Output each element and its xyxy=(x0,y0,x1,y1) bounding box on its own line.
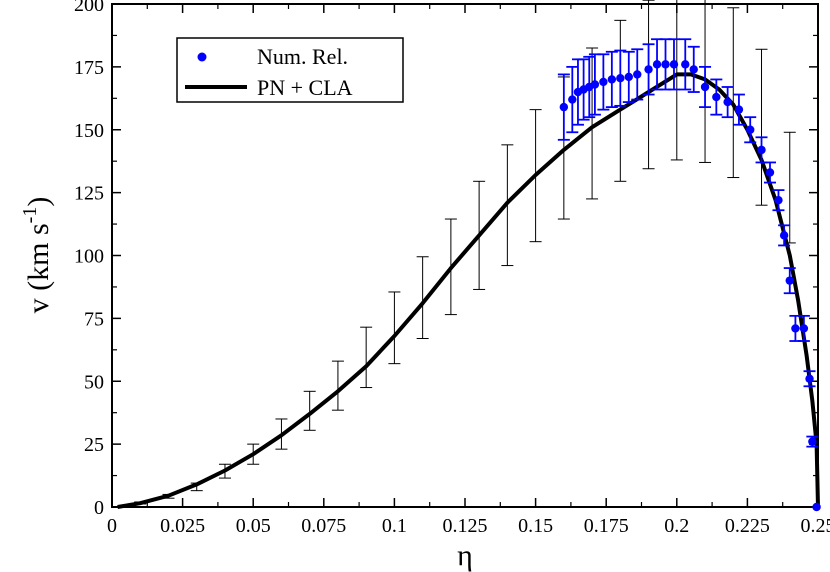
pn-cla-error-bar xyxy=(331,360,344,411)
y-axis-label-exponent: -1 xyxy=(19,207,41,224)
num-rel-point xyxy=(568,95,577,104)
num-rel-point xyxy=(616,73,625,83)
pn-cla-series-line xyxy=(117,72,820,509)
y-tick-label: 50 xyxy=(84,371,104,393)
legend-label-pn-cla: PN + CLA xyxy=(257,75,353,100)
num-rel-point xyxy=(624,72,633,82)
num-rel-point xyxy=(765,168,775,177)
num-rel-point xyxy=(734,105,744,114)
num-rel-point xyxy=(723,97,732,107)
y-axis-label: v (km s-1) xyxy=(19,197,55,314)
num-rel-point xyxy=(712,92,721,102)
num-rel-point xyxy=(599,77,608,87)
x-tick-label: 0 xyxy=(107,515,117,537)
y-tick-label: 200 xyxy=(74,0,104,16)
y-tick-label: 25 xyxy=(84,434,104,456)
num-rel-point xyxy=(812,502,821,512)
num-rel-point xyxy=(791,324,800,333)
num-rel-point xyxy=(681,60,690,69)
legend: Num. Rel. PN + CLA xyxy=(176,37,404,103)
x-tick-label: 0.225 xyxy=(725,515,770,537)
num-rel-point xyxy=(633,70,642,79)
pn-cla-error-bar xyxy=(783,131,796,244)
x-tick-label: 0.025 xyxy=(160,515,205,537)
y-tick-label: 75 xyxy=(84,308,104,330)
x-axis-ticks: 0 0.025 0.05 0.075 0.1 0.125 0.15 0.175 0.2 0.225… xyxy=(107,4,830,537)
num-rel-point xyxy=(590,80,600,89)
num-rel-point xyxy=(774,195,783,205)
y-tick-label: 100 xyxy=(74,246,104,268)
pn-cla-error-bar xyxy=(755,48,768,206)
legend-marker-num-rel xyxy=(197,52,207,62)
num-rel-point xyxy=(785,276,794,285)
pn-cla-error-bar xyxy=(360,326,373,389)
y-axis-label-close: ) xyxy=(22,197,55,207)
num-rel-point xyxy=(799,324,809,333)
x-tick-label: 0.075 xyxy=(301,515,346,537)
x-tick-label: 0.15 xyxy=(518,515,553,537)
x-tick-label: 0.05 xyxy=(236,515,271,537)
num-rel-point xyxy=(808,437,817,446)
num-rel-point xyxy=(689,65,698,74)
x-tick-label: 0.175 xyxy=(584,515,629,537)
pn-cla-error-bar xyxy=(670,0,683,161)
num-rel-point xyxy=(779,231,789,240)
x-tick-label: 0.2 xyxy=(664,515,689,537)
pn-cla-error-bar xyxy=(388,291,401,365)
num-rel-point xyxy=(757,145,766,155)
pn-cla-error-bar xyxy=(416,256,429,339)
pn-cla-error-bar xyxy=(727,7,740,179)
num-rel-point xyxy=(700,82,710,92)
x-axis-label: η xyxy=(457,539,473,572)
y-tick-label: 175 xyxy=(74,57,104,79)
num-rel-point xyxy=(652,60,662,69)
num-rel-point xyxy=(644,65,653,74)
legend-label-num-rel: Num. Rel. xyxy=(257,44,348,69)
num-rel-error-bars xyxy=(557,38,819,448)
num-rel-series-points xyxy=(559,60,821,512)
num-rel-point xyxy=(746,125,755,134)
y-tick-label: 0 xyxy=(94,497,104,519)
y-tick-label: 150 xyxy=(74,120,104,142)
pn-cla-error-bar xyxy=(586,47,599,200)
legend-box xyxy=(176,37,404,103)
num-rel-point xyxy=(805,374,814,383)
x-tick-label: 0.25 xyxy=(801,515,830,537)
y-axis-ticks: 0 25 50 75 100 125 150 175 200 xyxy=(74,0,818,519)
x-tick-label: 0.125 xyxy=(443,515,488,537)
num-rel-point xyxy=(669,60,679,69)
num-rel-point xyxy=(607,75,617,84)
y-axis-label-main: v (km s xyxy=(22,223,55,313)
x-tick-label: 0.1 xyxy=(382,515,407,537)
y-tick-label: 125 xyxy=(74,183,104,205)
num-rel-point xyxy=(559,102,569,112)
pn-cla-error-bars xyxy=(134,0,796,505)
num-rel-point xyxy=(661,60,670,69)
pn-cla-error-bar xyxy=(303,390,316,431)
